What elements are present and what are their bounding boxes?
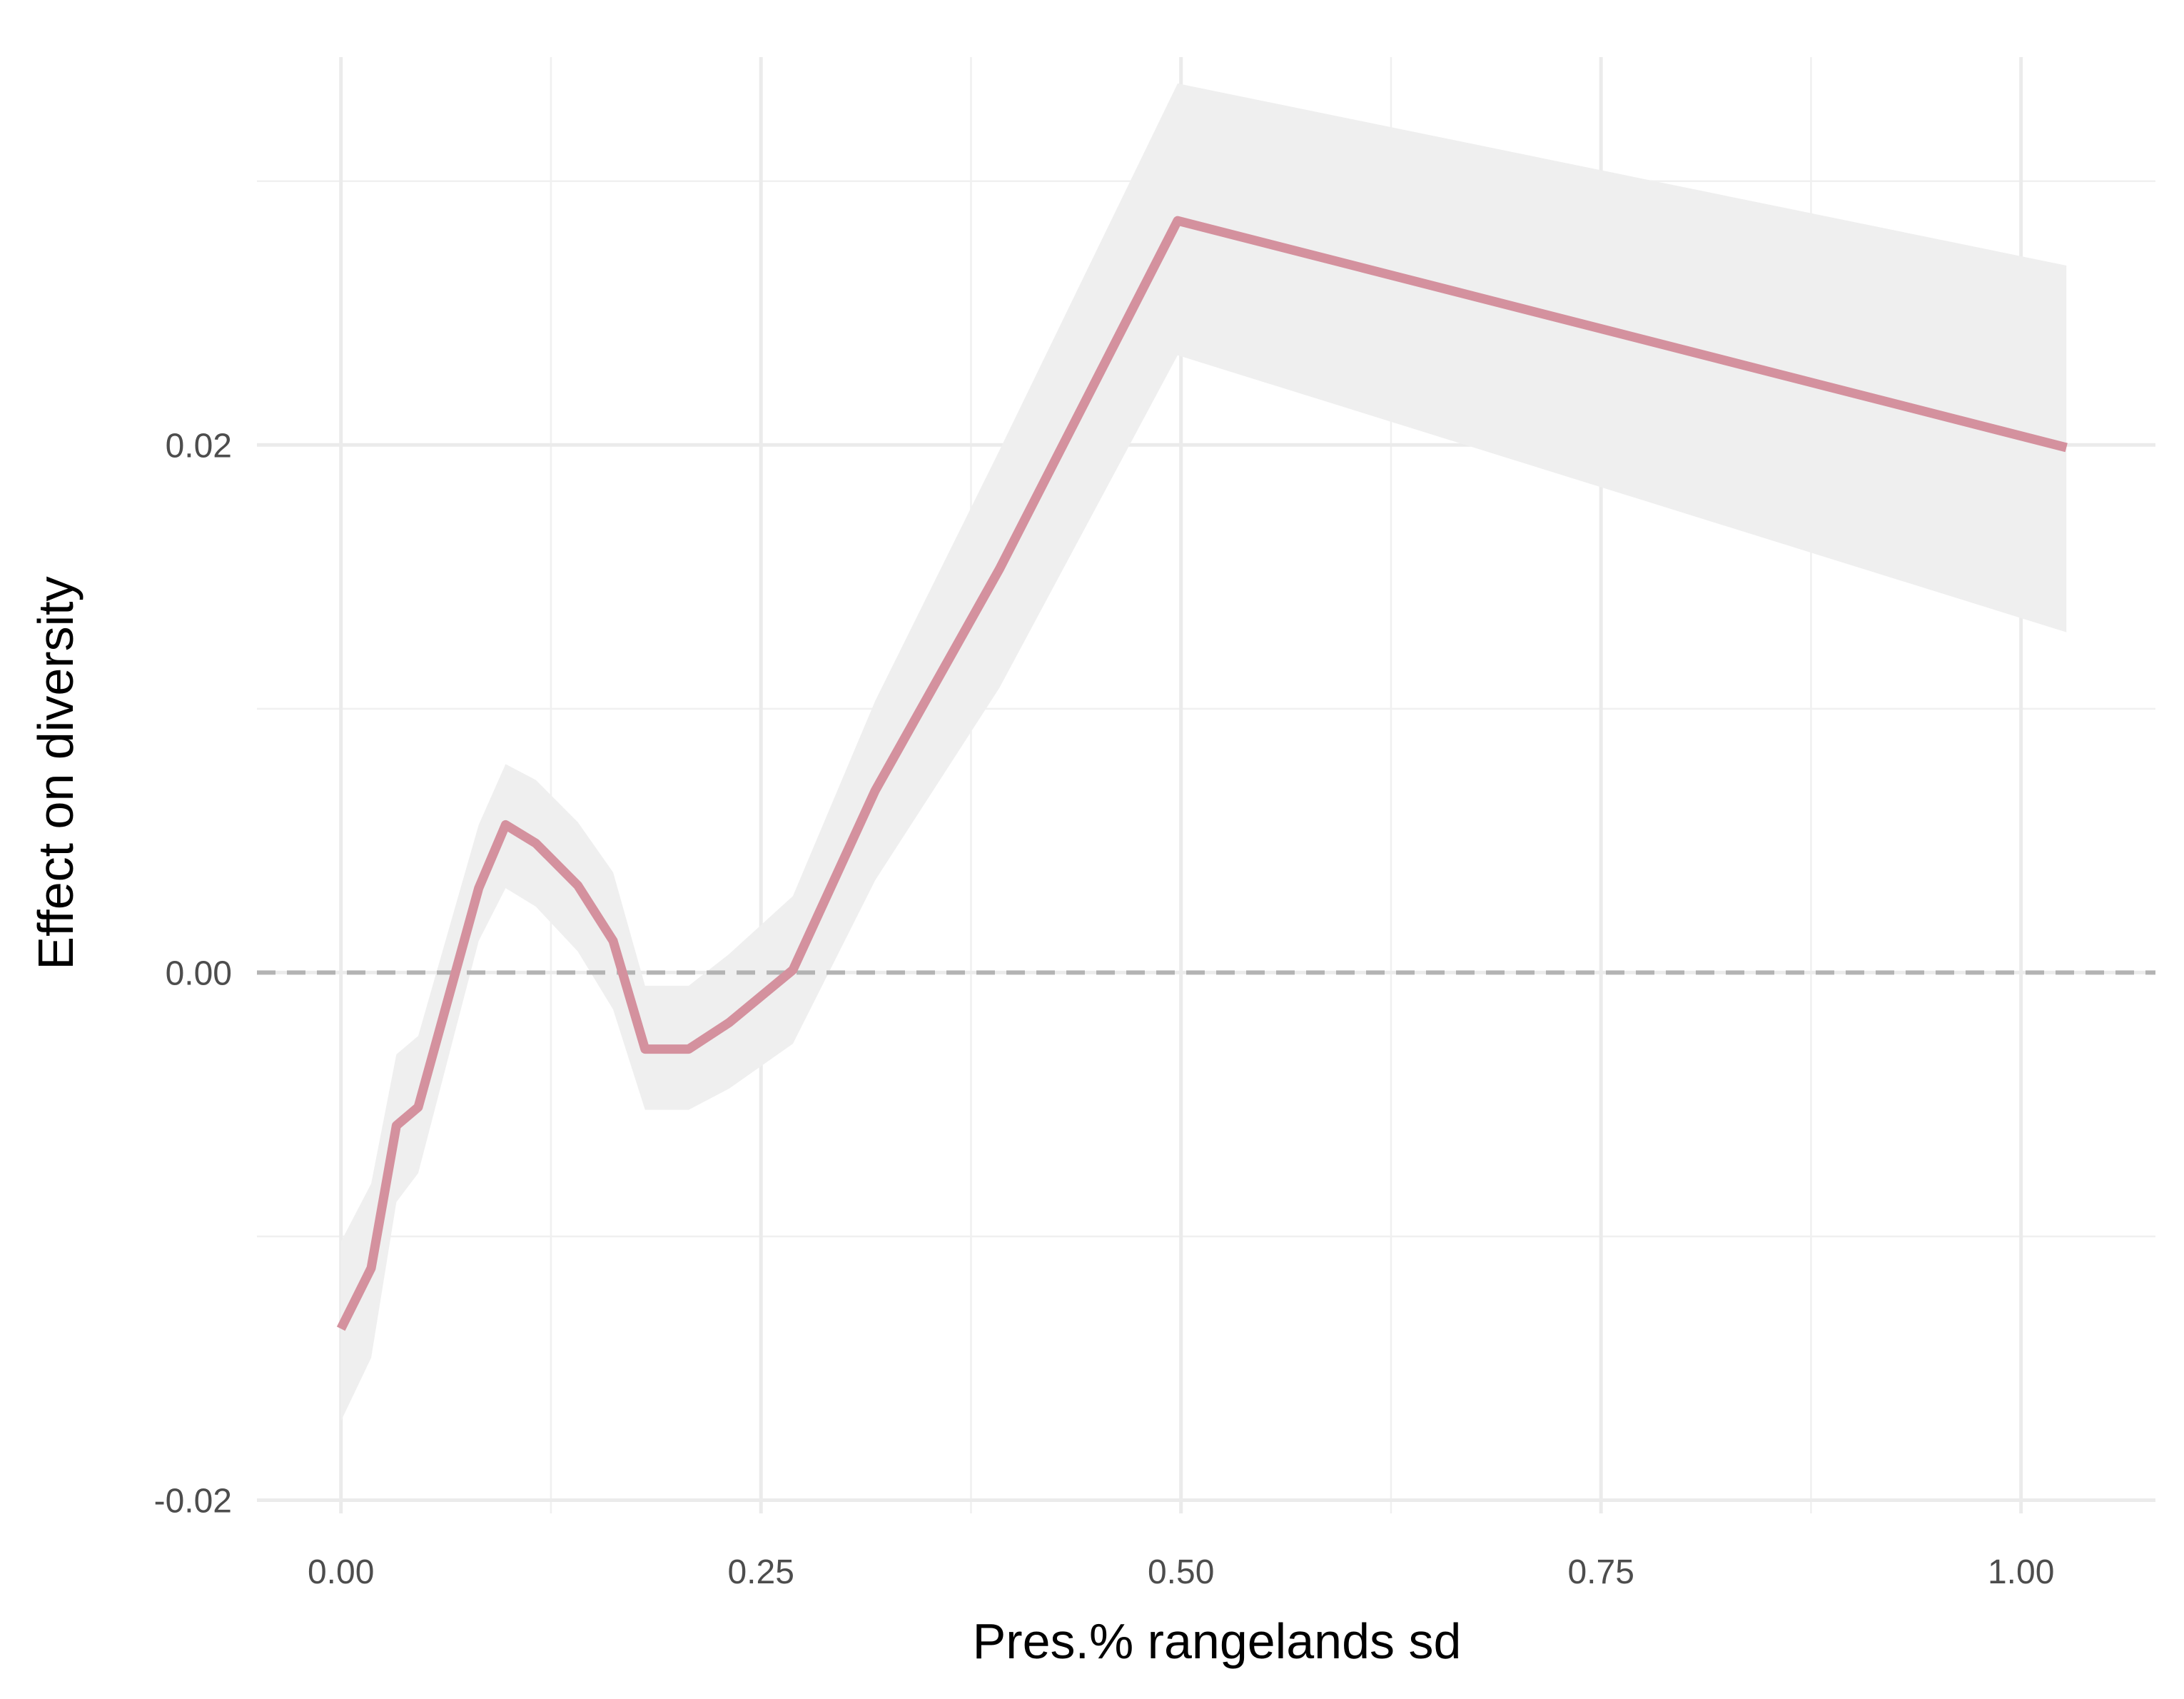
x-tick-label-3: 0.75 — [1567, 1553, 1634, 1591]
y-tick-label-0: -0.02 — [154, 1483, 232, 1521]
x-tick-label-1: 0.25 — [727, 1553, 794, 1591]
y-tick-label-2: 0.02 — [166, 427, 232, 465]
y-axis-title: Effect on diversity — [28, 576, 84, 969]
x-tick-label-0: 0.00 — [308, 1553, 374, 1591]
y-tick-label-1: 0.00 — [166, 954, 232, 992]
x-axis-title: Pres.% rangelands sd — [973, 1613, 1462, 1669]
x-tick-label-4: 1.00 — [1988, 1553, 2054, 1591]
confidence-ribbon-0 — [340, 83, 2067, 1421]
series-lines — [336, 216, 2068, 1331]
tick-labels: 0.00 0.25 0.50 0.75 1.00 -0.02 0.00 0.02 — [154, 427, 2055, 1591]
x-tick-label-2: 0.50 — [1148, 1553, 1214, 1591]
series-line-0 — [336, 216, 2068, 1331]
confidence-ribbons — [340, 83, 2067, 1421]
